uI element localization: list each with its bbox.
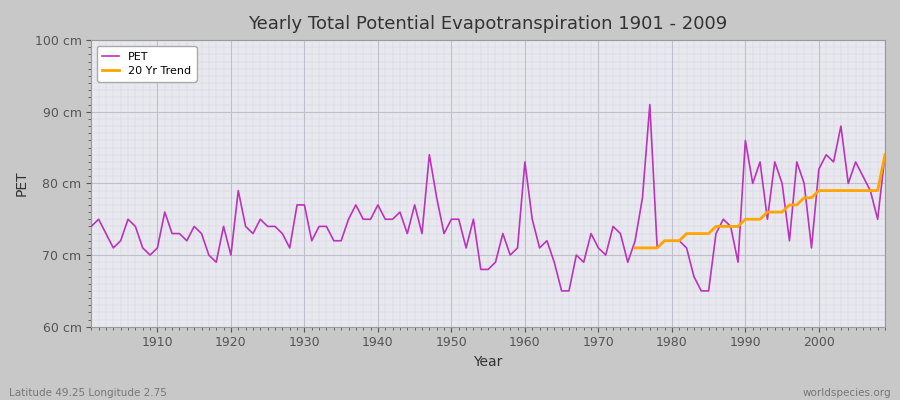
20 Yr Trend xyxy=(777,210,788,214)
20 Yr Trend xyxy=(740,217,751,222)
20 Yr Trend xyxy=(850,188,861,193)
20 Yr Trend xyxy=(770,210,780,214)
20 Yr Trend xyxy=(652,246,662,250)
Text: worldspecies.org: worldspecies.org xyxy=(803,388,891,398)
PET xyxy=(644,102,655,107)
PET xyxy=(512,246,523,250)
20 Yr Trend xyxy=(667,238,678,243)
20 Yr Trend xyxy=(835,188,846,193)
PET xyxy=(145,253,156,258)
20 Yr Trend xyxy=(674,238,685,243)
20 Yr Trend xyxy=(843,188,854,193)
Legend: PET, 20 Yr Trend: PET, 20 Yr Trend xyxy=(97,46,196,82)
PET xyxy=(86,224,96,229)
PET xyxy=(306,238,317,243)
20 Yr Trend xyxy=(688,231,699,236)
20 Yr Trend xyxy=(858,188,868,193)
20 Yr Trend xyxy=(828,188,839,193)
20 Yr Trend xyxy=(718,224,729,229)
Line: 20 Yr Trend: 20 Yr Trend xyxy=(635,155,885,248)
20 Yr Trend xyxy=(821,188,832,193)
20 Yr Trend xyxy=(814,188,824,193)
Y-axis label: PET: PET xyxy=(15,171,29,196)
20 Yr Trend xyxy=(865,188,876,193)
20 Yr Trend xyxy=(872,188,883,193)
20 Yr Trend xyxy=(806,195,817,200)
20 Yr Trend xyxy=(879,152,890,157)
20 Yr Trend xyxy=(733,224,743,229)
20 Yr Trend xyxy=(725,224,736,229)
20 Yr Trend xyxy=(630,246,641,250)
PET xyxy=(556,288,567,293)
20 Yr Trend xyxy=(703,231,714,236)
20 Yr Trend xyxy=(747,217,758,222)
20 Yr Trend xyxy=(681,231,692,236)
20 Yr Trend xyxy=(644,246,655,250)
20 Yr Trend xyxy=(784,202,795,207)
20 Yr Trend xyxy=(799,195,810,200)
PET xyxy=(350,202,361,207)
Text: Latitude 49.25 Longitude 2.75: Latitude 49.25 Longitude 2.75 xyxy=(9,388,166,398)
X-axis label: Year: Year xyxy=(473,355,503,369)
20 Yr Trend xyxy=(755,217,766,222)
PET xyxy=(615,231,626,236)
PET xyxy=(519,160,530,164)
20 Yr Trend xyxy=(659,238,670,243)
20 Yr Trend xyxy=(791,202,802,207)
Title: Yearly Total Potential Evapotranspiration 1901 - 2009: Yearly Total Potential Evapotranspiratio… xyxy=(248,15,728,33)
20 Yr Trend xyxy=(711,224,722,229)
20 Yr Trend xyxy=(762,210,773,214)
Line: PET: PET xyxy=(91,104,885,291)
20 Yr Trend xyxy=(637,246,648,250)
20 Yr Trend xyxy=(696,231,706,236)
PET xyxy=(879,152,890,157)
